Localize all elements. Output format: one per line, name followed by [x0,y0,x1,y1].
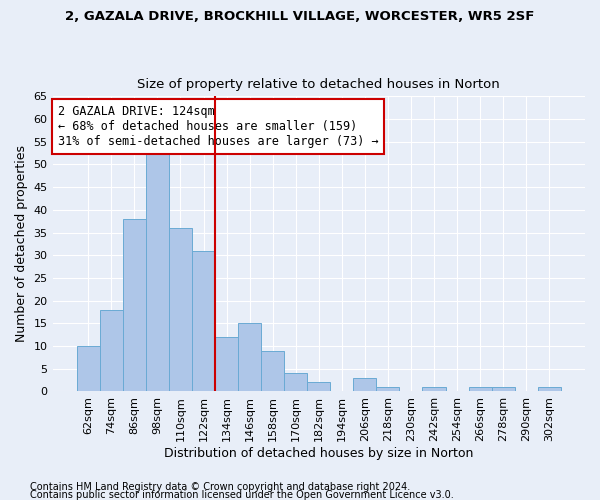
Title: Size of property relative to detached houses in Norton: Size of property relative to detached ho… [137,78,500,91]
Text: Contains HM Land Registry data © Crown copyright and database right 2024.: Contains HM Land Registry data © Crown c… [30,482,410,492]
Bar [422,387,446,392]
Bar [376,387,400,392]
Text: Contains public sector information licensed under the Open Government Licence v3: Contains public sector information licen… [30,490,454,500]
Text: 2 GAZALA DRIVE: 124sqm
← 68% of detached houses are smaller (159)
31% of semi-de: 2 GAZALA DRIVE: 124sqm ← 68% of detached… [58,105,379,148]
Bar [491,387,515,392]
Bar [469,387,491,392]
Bar [261,350,284,392]
Bar [238,324,261,392]
Bar [215,337,238,392]
Bar [192,250,215,392]
Bar [146,151,169,392]
Bar [353,378,376,392]
Y-axis label: Number of detached properties: Number of detached properties [15,146,28,342]
Bar [123,219,146,392]
Bar [307,382,330,392]
Text: 2, GAZALA DRIVE, BROCKHILL VILLAGE, WORCESTER, WR5 2SF: 2, GAZALA DRIVE, BROCKHILL VILLAGE, WORC… [65,10,535,23]
Bar [538,387,561,392]
Bar [169,228,192,392]
Bar [100,310,123,392]
X-axis label: Distribution of detached houses by size in Norton: Distribution of detached houses by size … [164,447,473,460]
Bar [284,374,307,392]
Bar [77,346,100,392]
